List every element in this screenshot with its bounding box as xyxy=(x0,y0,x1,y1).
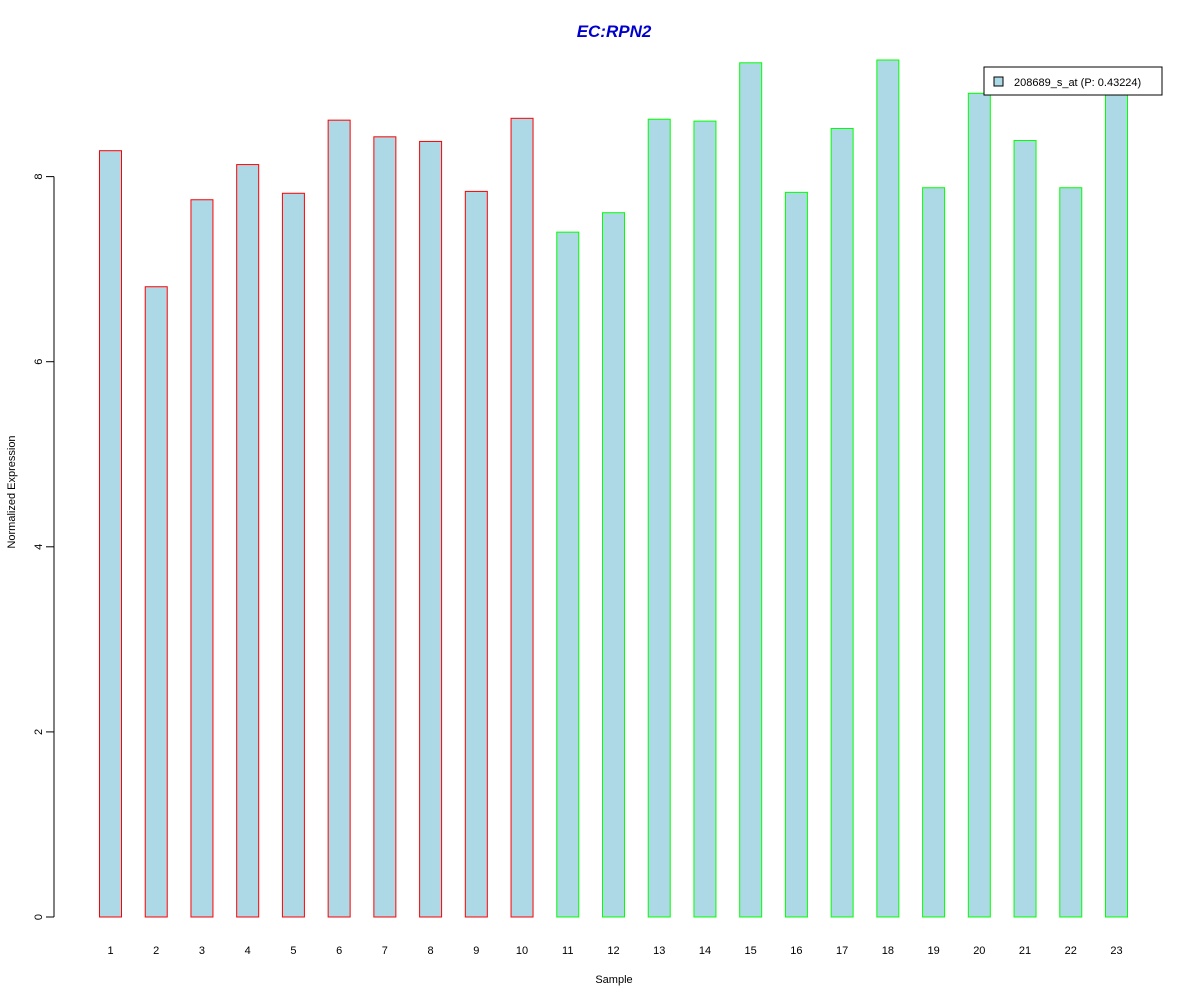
bar-sample-11 xyxy=(556,231,580,918)
bar-sample-2 xyxy=(144,286,168,918)
bar-sample-16 xyxy=(784,191,808,918)
bar-sample-6 xyxy=(327,119,351,918)
y-tick-label: 2 xyxy=(33,729,45,735)
bar-sample-23 xyxy=(1105,92,1128,918)
x-tick-label: 2 xyxy=(153,945,159,957)
bar-sample-20 xyxy=(967,92,991,918)
legend: 208689_s_at (P: 0.43224) xyxy=(983,66,1163,96)
x-tick-label: 7 xyxy=(382,945,388,957)
x-tick-label: 18 xyxy=(882,945,894,957)
x-tick-label: 19 xyxy=(927,945,939,957)
x-tick-label: 15 xyxy=(745,945,757,957)
x-tick-label: 3 xyxy=(199,945,205,957)
x-tick-label: 10 xyxy=(516,945,528,957)
bar-sample-5 xyxy=(281,192,305,918)
y-axis: 0 2 4 6 8 xyxy=(33,174,55,920)
x-tick-label: 6 xyxy=(336,945,342,957)
x-tick-label: 17 xyxy=(836,945,848,957)
x-tick-label: 23 xyxy=(1110,945,1122,957)
bar-sample-8 xyxy=(419,140,443,918)
bars xyxy=(99,59,1128,918)
x-tick-label: 12 xyxy=(607,945,619,957)
legend-entry: 208689_s_at (P: 0.43224) xyxy=(1014,77,1141,89)
x-axis-label: Sample xyxy=(595,974,632,986)
bar-sample-12 xyxy=(602,212,625,918)
x-tick-label: 21 xyxy=(1019,945,1031,957)
x-tick-label: 1 xyxy=(107,945,113,957)
y-axis-label: Normalized Expression xyxy=(6,435,18,548)
x-tick-label: 11 xyxy=(562,945,573,957)
bar-sample-17 xyxy=(830,127,854,918)
y-tick-label: 0 xyxy=(33,914,45,920)
chart-title: EC:RPN2 xyxy=(577,22,652,41)
bar-sample-9 xyxy=(464,190,488,918)
x-tick-label: 13 xyxy=(653,945,665,957)
y-tick-label: 8 xyxy=(33,174,45,180)
legend-box xyxy=(983,66,1163,96)
bar-sample-13 xyxy=(647,118,671,918)
bar-sample-14 xyxy=(693,120,717,918)
x-tick-label: 14 xyxy=(699,945,711,957)
x-tick-label: 5 xyxy=(290,945,296,957)
x-tick-label: 20 xyxy=(973,945,985,957)
bar-sample-3 xyxy=(190,199,214,918)
bar-sample-21 xyxy=(1013,140,1037,918)
bar-sample-10 xyxy=(510,117,534,918)
bar-sample-1 xyxy=(99,150,122,918)
legend-swatch xyxy=(993,76,1004,87)
x-tick-label: 22 xyxy=(1065,945,1077,957)
bar-sample-19 xyxy=(922,187,946,918)
y-tick-label: 6 xyxy=(33,359,45,365)
x-tick-labels: 1 2 3 4 5 6 7 8 9 10 11 12 13 14 15 16 17 18 19 20 21 22 23 xyxy=(107,945,1122,957)
bar-sample-18 xyxy=(876,59,900,918)
bar-sample-15 xyxy=(739,62,763,918)
x-tick-label: 4 xyxy=(245,945,251,957)
bar-sample-22 xyxy=(1059,187,1083,918)
bar-sample-4 xyxy=(236,164,260,918)
y-tick-label: 4 xyxy=(33,544,45,550)
bar-sample-7 xyxy=(373,136,397,918)
x-tick-label: 9 xyxy=(473,945,479,957)
x-tick-label: 8 xyxy=(428,945,434,957)
x-tick-label: 16 xyxy=(790,945,802,957)
